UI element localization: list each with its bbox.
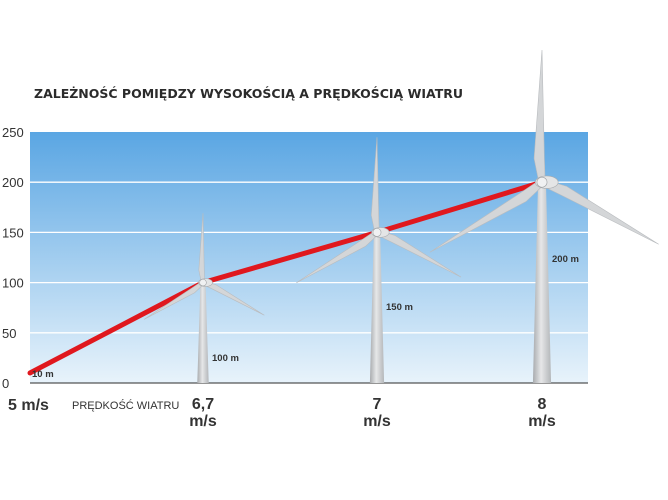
height-label: 10 m (32, 369, 54, 380)
x-tick-unit: m/s (189, 413, 217, 430)
gridlines (30, 181, 588, 334)
sky-background (30, 132, 588, 383)
height-labels: 10 m 100 m 150 m 200 m (32, 254, 579, 380)
wind-turbines (143, 50, 659, 383)
x-tick-label: 6,7 (192, 396, 214, 413)
wind-turbine-icon (296, 137, 462, 383)
x-tick-label: 8 (538, 396, 547, 413)
y-tick-label: 150 (2, 225, 24, 240)
turbine-tower (532, 182, 552, 383)
y-tick-label: 50 (2, 326, 16, 341)
data-point (27, 370, 33, 376)
x-tick-unit: m/s (528, 413, 556, 430)
y-tick-label: 100 (2, 276, 24, 291)
x-tick-label: 5 m/s (8, 397, 49, 414)
x-tick-label: 7 (373, 396, 382, 413)
height-label: 200 m (552, 254, 579, 265)
turbine-hub (536, 176, 548, 188)
x-tick-unit: m/s (363, 413, 391, 430)
y-axis: 0 50 100 150 200 250 (2, 125, 588, 391)
wind-turbine-icon (143, 213, 265, 383)
wind-turbine-icon (429, 50, 659, 383)
height-label: 150 m (386, 302, 413, 313)
y-tick-label: 200 (2, 175, 24, 190)
turbine-tower (369, 232, 385, 383)
y-tick-label: 0 (2, 376, 9, 391)
series-line (28, 179, 543, 376)
x-axis: 5 m/s 6,7m/s7m/s8m/s (8, 396, 556, 430)
turbine-tower (197, 282, 209, 383)
chart-title: ZALEŻNOŚĆ POMIĘDZY WYSOKOŚCIĄ A PRĘDKOŚC… (34, 86, 463, 101)
y-tick-label: 250 (2, 125, 24, 140)
x-axis-title: PRĘDKOŚĆ WIATRU (72, 399, 179, 412)
turbine-blade (533, 50, 546, 183)
height-label: 100 m (212, 353, 239, 364)
turbine-hub (199, 278, 207, 287)
turbine-hub (372, 228, 382, 237)
